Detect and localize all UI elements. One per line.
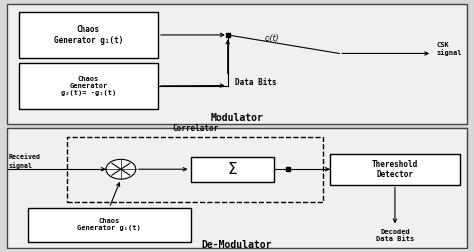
FancyBboxPatch shape: [7, 128, 467, 248]
Text: Chaos
Generator g₁(t): Chaos Generator g₁(t): [77, 218, 141, 231]
FancyBboxPatch shape: [28, 208, 191, 242]
Text: cᵢ(t): cᵢ(t): [265, 34, 280, 43]
Text: Thereshold
Detector: Thereshold Detector: [372, 160, 418, 179]
Text: De-Modulator: De-Modulator: [202, 240, 272, 250]
Text: Received
signal: Received signal: [9, 154, 40, 169]
FancyBboxPatch shape: [18, 12, 158, 58]
Text: Data Bits: Data Bits: [235, 78, 276, 87]
Text: Correlator: Correlator: [172, 124, 219, 133]
Text: Modulator: Modulator: [210, 113, 264, 123]
FancyBboxPatch shape: [7, 4, 467, 124]
Text: Σ: Σ: [228, 162, 237, 177]
FancyBboxPatch shape: [330, 154, 460, 185]
Text: Chaos
Generator
g₂(t)= -g₁(t): Chaos Generator g₂(t)= -g₁(t): [61, 76, 116, 96]
Text: CSK
signal: CSK signal: [437, 42, 462, 56]
Circle shape: [106, 159, 136, 179]
Text: Decoded
Data Bits: Decoded Data Bits: [376, 229, 414, 242]
FancyBboxPatch shape: [18, 63, 158, 109]
FancyBboxPatch shape: [191, 157, 274, 181]
Text: Chaos
Generator g₁(t): Chaos Generator g₁(t): [54, 25, 123, 45]
